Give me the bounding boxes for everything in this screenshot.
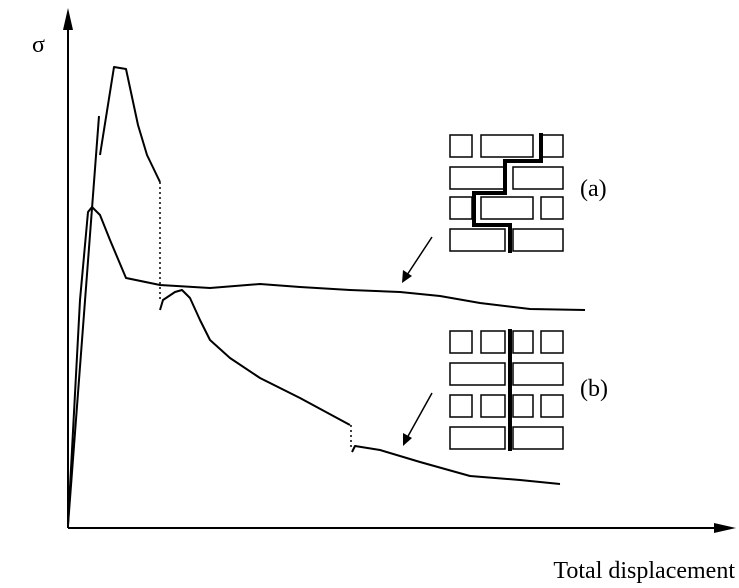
arrows <box>402 236 433 446</box>
y-axis-label: σ <box>32 32 45 58</box>
x-axis-label: Total displacement <box>553 558 735 584</box>
curves <box>67 66 586 526</box>
brick-wall-a <box>449 133 564 253</box>
label-a: (a) <box>580 176 607 202</box>
axes <box>63 8 736 533</box>
label-b: (b) <box>580 376 608 402</box>
brick-wall-b <box>449 329 564 451</box>
